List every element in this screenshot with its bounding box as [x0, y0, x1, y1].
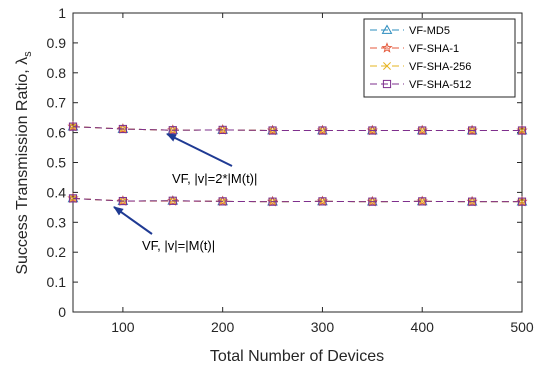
- series-layer: [67, 120, 528, 207]
- data-point-square: [517, 126, 527, 135]
- y-tick-label: 0.1: [47, 274, 67, 290]
- data-point-square: [218, 197, 227, 206]
- annotation-arrow: [166, 133, 233, 167]
- legend-label: VF-SHA-1: [409, 43, 459, 55]
- legend-item: VF-SHA-256: [370, 61, 471, 73]
- annotation-text: VF, |v|=2*|M(t)|: [172, 171, 257, 186]
- y-tick-label: 0.6: [47, 125, 67, 141]
- data-point-square: [368, 126, 377, 135]
- y-axis-label-symbol: λ: [14, 57, 31, 65]
- y-tick-label: 0.4: [47, 184, 67, 200]
- data-point-square: [68, 122, 78, 131]
- y-tick-label: 1: [58, 5, 66, 21]
- y-tick-label: 0.2: [47, 244, 67, 260]
- data-point-square: [468, 126, 477, 135]
- data-point-x: [383, 62, 391, 70]
- x-tick-label: 500: [510, 319, 534, 335]
- x-axis: 100 200 300 400 500: [111, 13, 534, 335]
- annotation: VF, |v|=2*|M(t)|: [166, 133, 257, 186]
- data-point-x: [518, 197, 526, 206]
- data-point-square: [218, 125, 227, 135]
- x-tick-label: 300: [311, 319, 335, 335]
- x-tick-label: 100: [111, 319, 135, 335]
- data-point-x: [318, 197, 327, 206]
- legend-label: VF-MD5: [409, 25, 450, 37]
- data-point-square: [368, 197, 377, 206]
- annotation-arrow: [113, 206, 153, 235]
- series-vf-sha-512: [68, 122, 527, 206]
- x-tick-label: 400: [411, 319, 435, 335]
- data-point-square: [268, 126, 277, 135]
- y-axis-label-main: Success Transmission Ratio,: [14, 65, 31, 275]
- annotation-text: VF, |v|=|M(t)|: [142, 238, 215, 253]
- legend-box: [363, 18, 516, 98]
- data-point-square: [118, 124, 127, 134]
- y-tick-label: 0.5: [47, 155, 67, 171]
- y-tick-label: 0: [58, 304, 66, 320]
- data-point-x: [418, 126, 427, 135]
- legend: VF-MD5 VF-SHA-1 VF-SHA-256 VF-SHA-512: [363, 18, 516, 98]
- data-point-square: [418, 197, 427, 206]
- legend-item: VF-MD5: [370, 24, 450, 37]
- data-point-square: [318, 126, 327, 135]
- annotation: VF, |v|=|M(t)|: [113, 206, 215, 253]
- data-point-square: [168, 196, 177, 205]
- data-point-star: [381, 42, 393, 53]
- data-point-x: [418, 197, 427, 206]
- y-axis-label: Success Transmission Ratio, λs: [14, 51, 34, 275]
- y-tick-label: 0.9: [47, 35, 67, 51]
- data-point-triangle: [381, 24, 393, 34]
- legend-label: VF-SHA-512: [409, 79, 471, 91]
- x-axis-label: Total Number of Devices: [210, 348, 384, 365]
- data-point-square: [382, 79, 392, 89]
- data-point-x: [318, 126, 327, 135]
- y-axis: 0 0.1 0.2 0.3 0.4 0.5 0.6 0.7 0.8 0.9 1: [47, 5, 522, 320]
- data-point-square: [418, 126, 427, 135]
- data-point-square: [268, 197, 277, 206]
- data-point-square: [118, 196, 127, 206]
- legend-label: VF-SHA-256: [409, 61, 471, 73]
- legend-item: VF-SHA-512: [370, 79, 471, 91]
- series-line-lower: [72, 197, 522, 203]
- series-line-upper: [72, 126, 522, 132]
- data-point-square: [318, 197, 327, 206]
- data-point-square: [68, 194, 78, 203]
- legend-item: VF-SHA-1: [370, 42, 459, 55]
- y-tick-label: 0.7: [47, 95, 67, 111]
- data-point-square: [468, 197, 477, 206]
- y-tick-label: 0.8: [47, 65, 67, 81]
- y-axis-label-subscript: s: [22, 51, 34, 57]
- annotation-layer: VF, |v|=2*|M(t)| VF, |v|=|M(t)|: [113, 133, 257, 253]
- data-point-x: [518, 126, 526, 135]
- x-tick-label: 200: [211, 319, 235, 335]
- y-tick-label: 0.3: [47, 214, 67, 230]
- data-point-square: [517, 197, 527, 206]
